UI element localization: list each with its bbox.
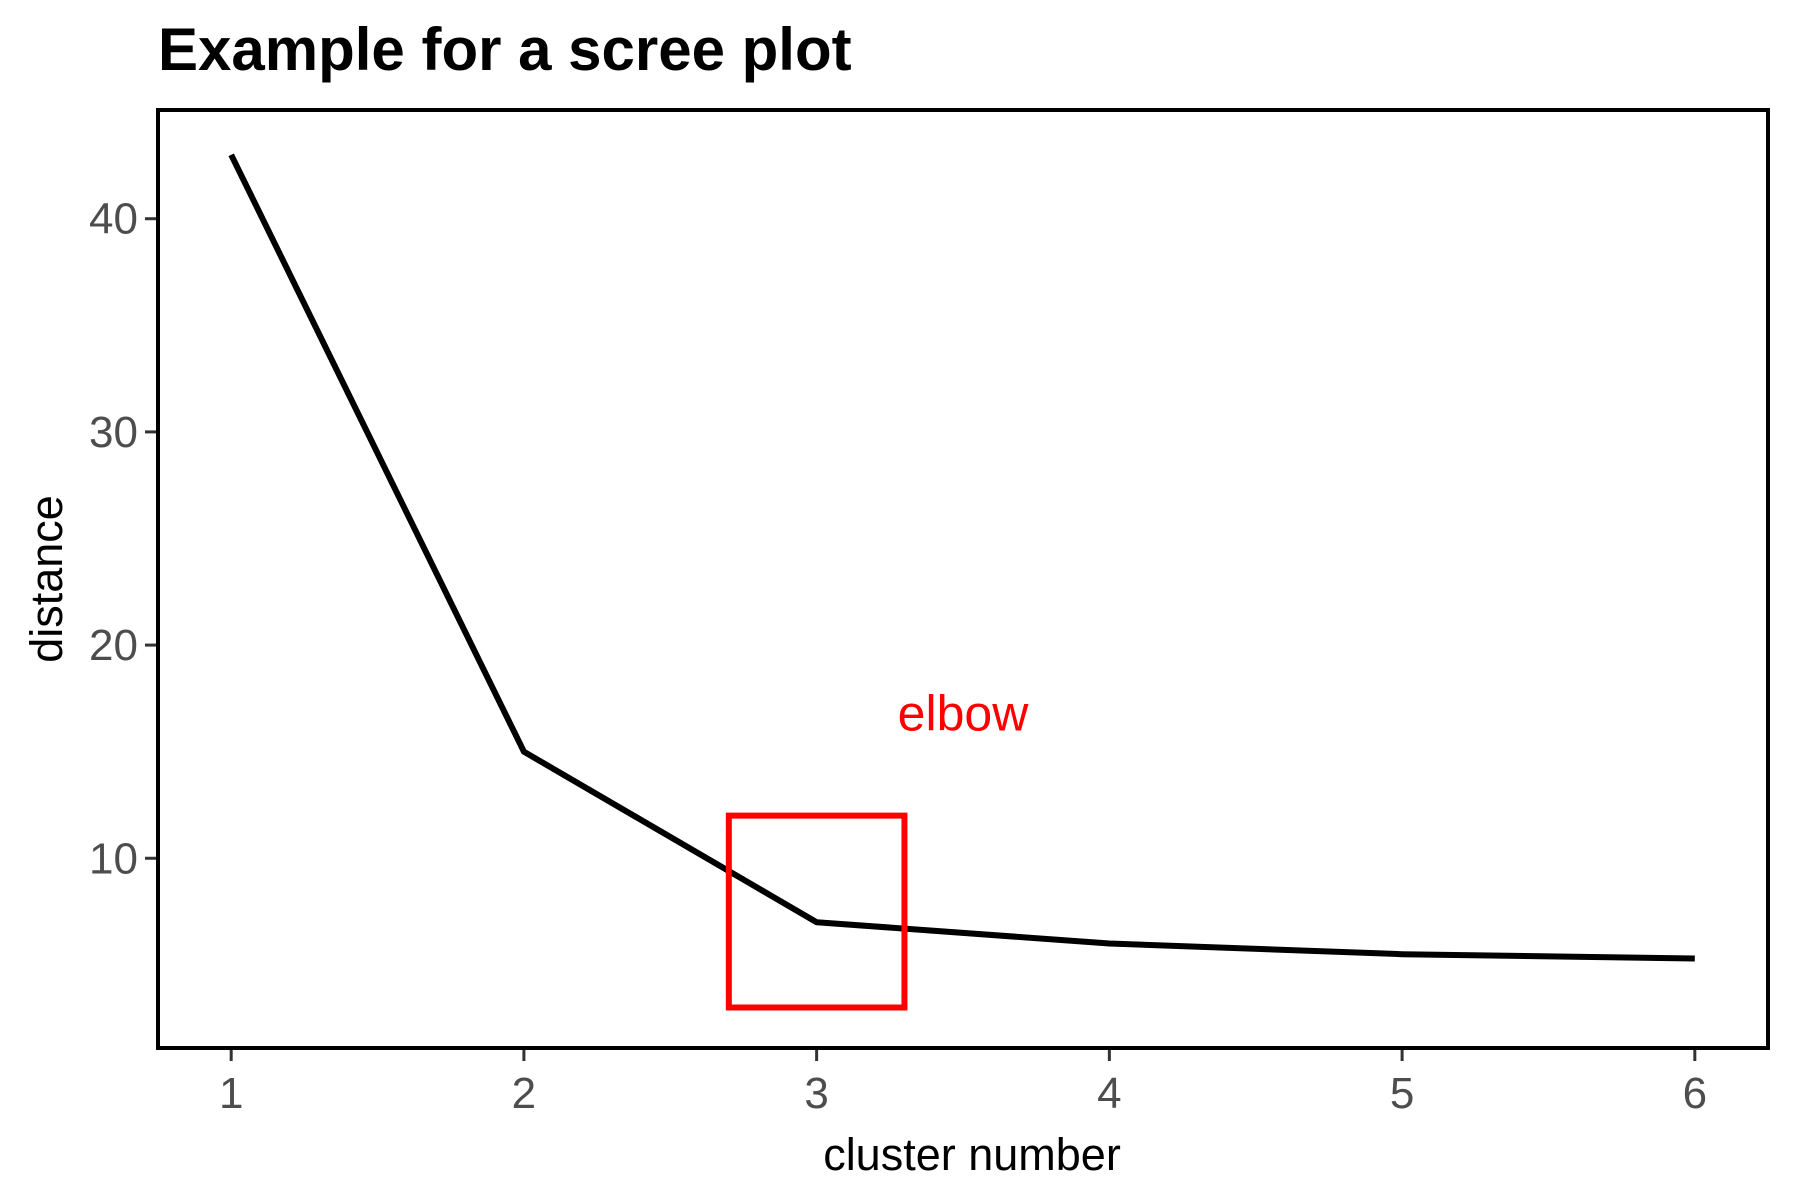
y-axis-title: distance bbox=[21, 495, 72, 663]
annotation-layer: elbow bbox=[725, 685, 1030, 1011]
series-layer bbox=[228, 153, 1695, 962]
x-axis: 1 2 3 4 5 6 bbox=[219, 1050, 1707, 1118]
elbow-highlight-box bbox=[725, 812, 908, 1011]
x-tick-label: 4 bbox=[1097, 1069, 1121, 1118]
x-axis-title: cluster number bbox=[823, 1129, 1121, 1180]
y-axis: 10 20 30 40 bbox=[89, 195, 156, 883]
y-tick-label: 30 bbox=[89, 408, 138, 457]
x-tick-label: 5 bbox=[1390, 1069, 1414, 1118]
series-line bbox=[228, 153, 1695, 962]
y-tick-label: 10 bbox=[89, 834, 138, 883]
y-tick-label: 20 bbox=[89, 621, 138, 670]
x-tick-label: 2 bbox=[512, 1069, 536, 1118]
x-tick-label: 1 bbox=[219, 1069, 243, 1118]
chart-title: Example for a scree plot bbox=[158, 16, 852, 83]
x-tick-label: 6 bbox=[1683, 1069, 1707, 1118]
plot-frame bbox=[156, 108, 1770, 1050]
x-tick-label: 3 bbox=[804, 1069, 828, 1118]
y-tick-label: 40 bbox=[89, 195, 138, 244]
elbow-label: elbow bbox=[898, 685, 1030, 741]
